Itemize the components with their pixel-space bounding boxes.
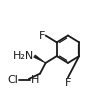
Text: H₂N: H₂N [12, 51, 34, 61]
Text: H: H [31, 75, 40, 86]
Text: F: F [65, 78, 71, 88]
Text: Cl: Cl [8, 75, 18, 86]
Text: F: F [38, 30, 45, 40]
Polygon shape [34, 55, 46, 63]
